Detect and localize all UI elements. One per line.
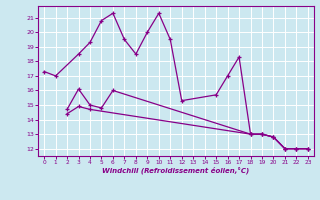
X-axis label: Windchill (Refroidissement éolien,°C): Windchill (Refroidissement éolien,°C) — [102, 167, 250, 174]
